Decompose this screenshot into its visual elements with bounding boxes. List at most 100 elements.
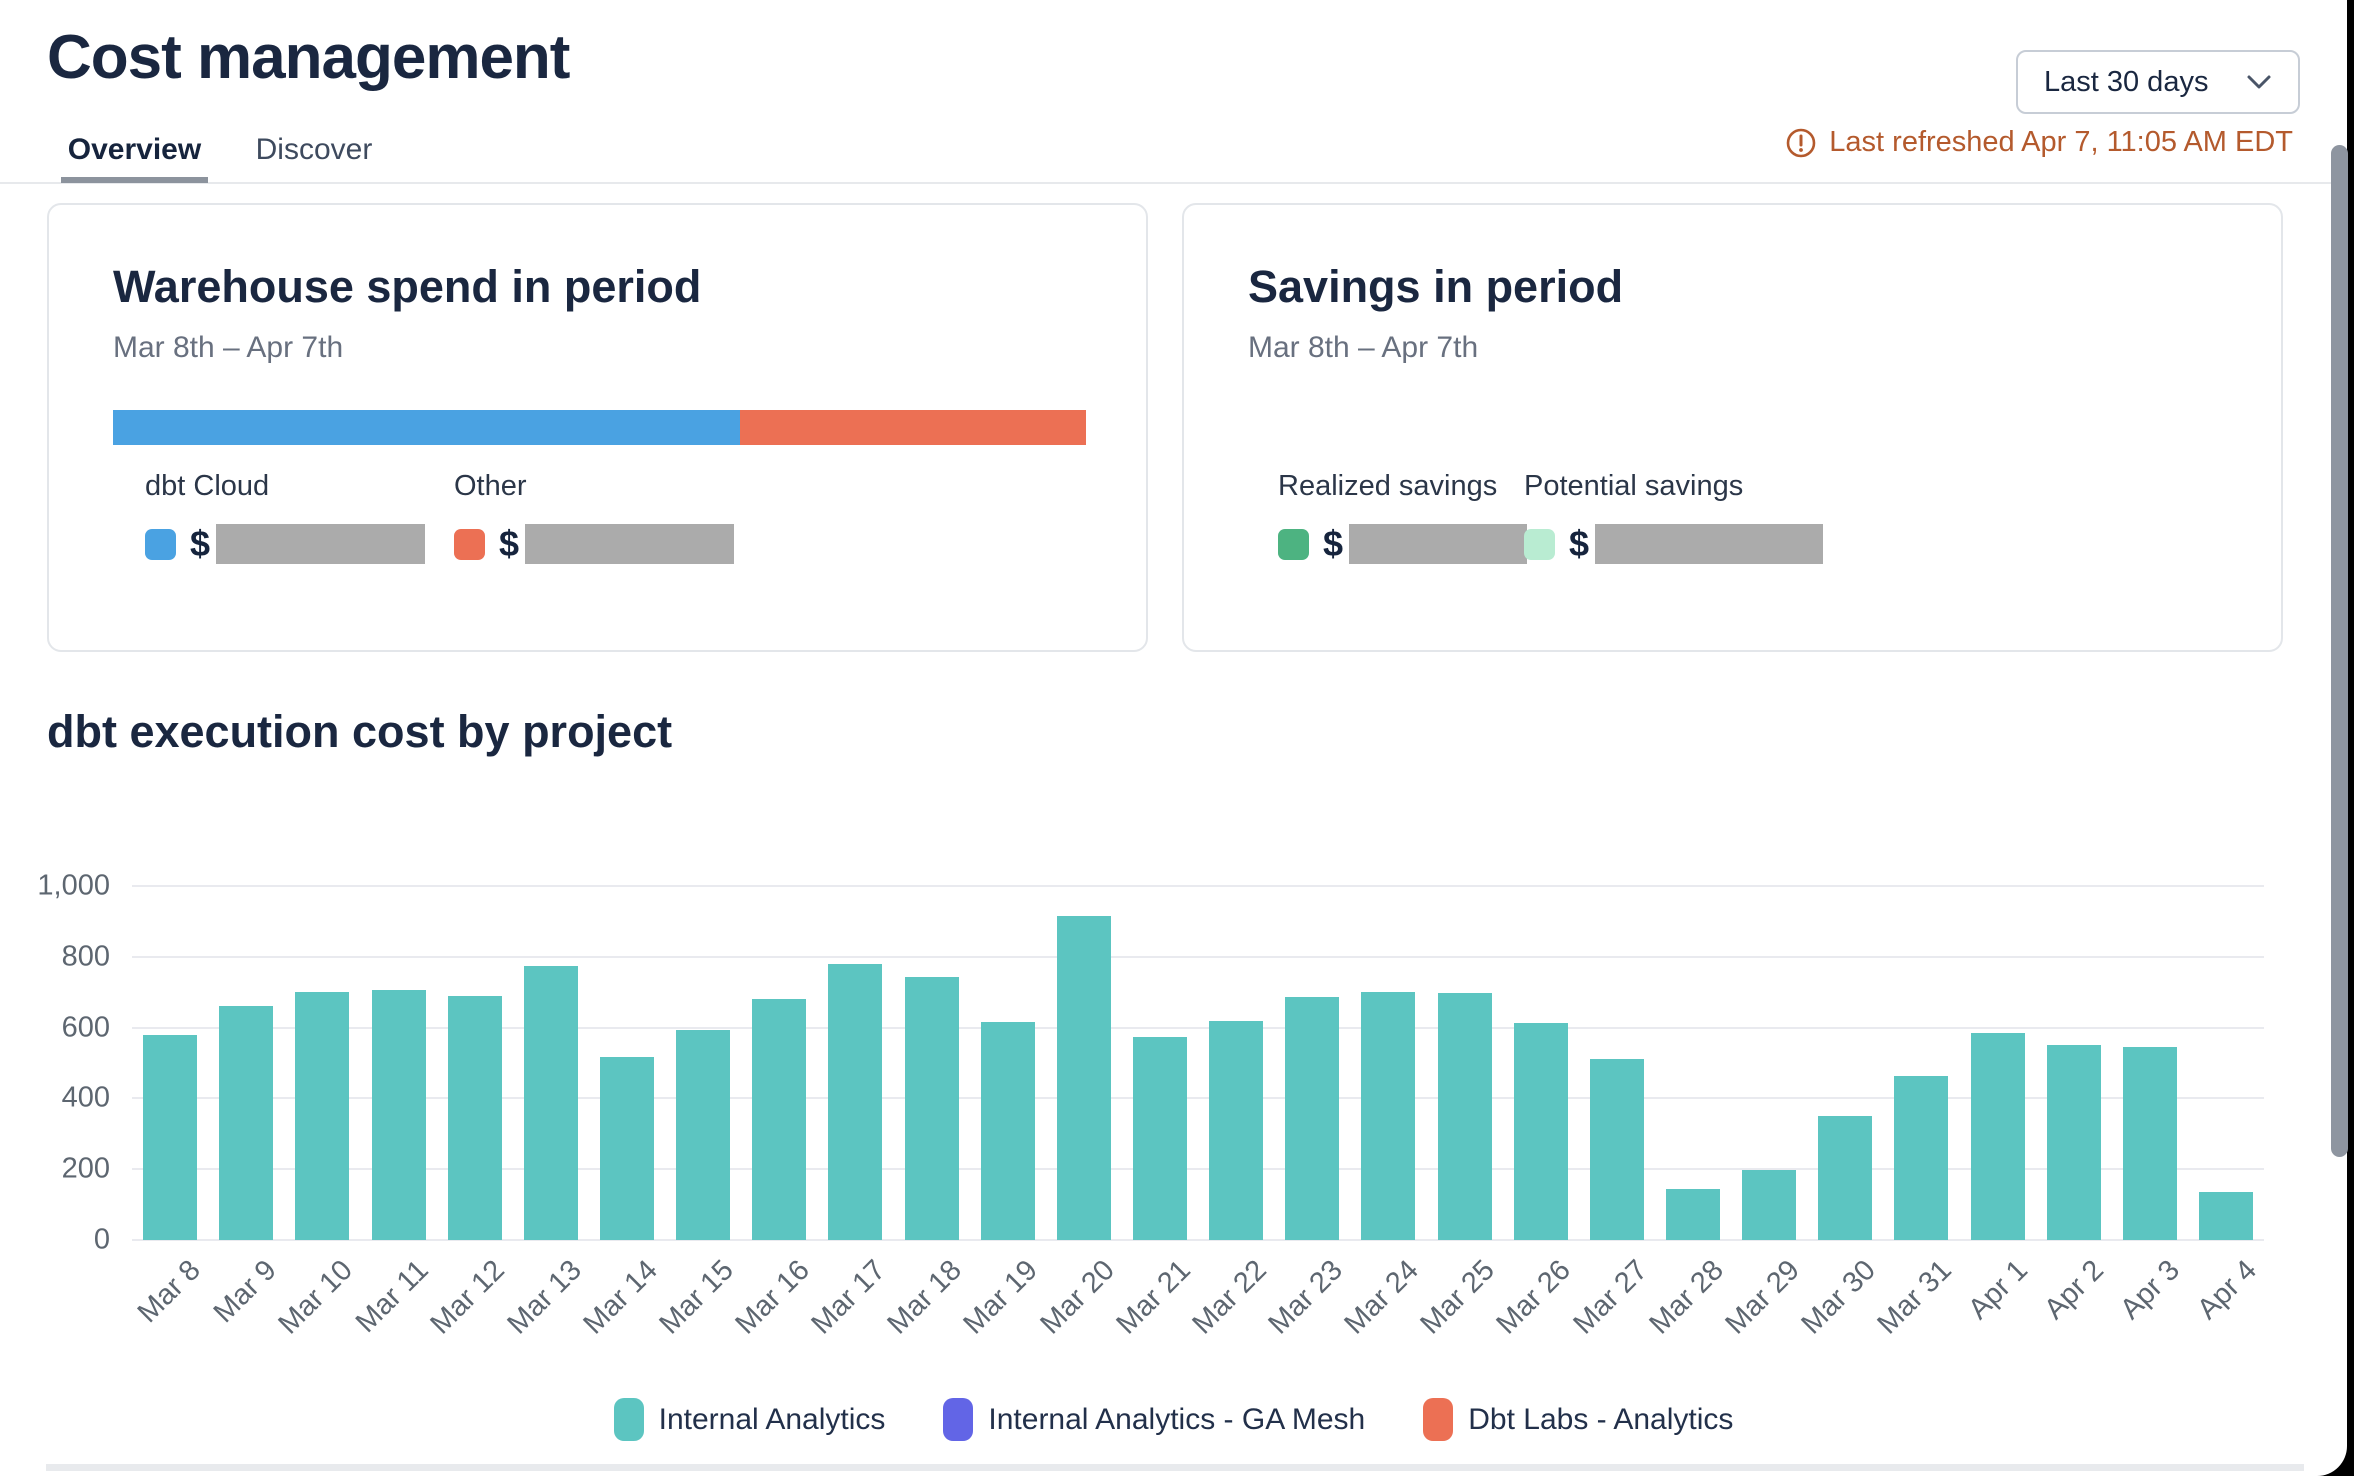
tab-bar: Overview Discover: [0, 120, 2347, 184]
legend-label: Internal Analytics - GA Mesh: [988, 1402, 1366, 1436]
bar-Mar 17[interactable]: [828, 963, 883, 1240]
x-tick-label: Mar 24: [1338, 1254, 1425, 1341]
x-tick-label: Mar 30: [1795, 1254, 1882, 1341]
bar-Mar 26[interactable]: [1513, 1023, 1568, 1240]
warehouse-spend-card: Warehouse spend in period Mar 8th – Apr …: [47, 203, 1148, 652]
x-tick-label: Mar 22: [1186, 1254, 1273, 1341]
chart-legend: Internal Analytics Internal Analytics - G…: [0, 1398, 2347, 1441]
bar-Mar 31[interactable]: [1894, 1076, 1949, 1240]
bar-Mar 10[interactable]: [295, 992, 350, 1240]
date-range-value: Last 30 days: [2044, 65, 2209, 98]
x-tick-label: Mar 18: [881, 1254, 969, 1341]
bar-Mar 8[interactable]: [143, 1034, 198, 1240]
page-title: Cost management: [47, 23, 570, 92]
alert-circle-icon: [1786, 128, 1816, 157]
money-item-label: Potential savings: [1524, 470, 1744, 502]
x-tick-label: Mar 13: [500, 1254, 588, 1341]
x-tick-label: Apr 3: [2114, 1254, 2187, 1326]
card-date-range: Mar 8th – Apr 7th: [113, 331, 344, 364]
bar-Mar 30[interactable]: [1818, 1116, 1873, 1240]
bar-Mar 16[interactable]: [752, 999, 807, 1240]
bar-Mar 18[interactable]: [904, 976, 959, 1240]
x-tick-label: Mar 20: [1033, 1254, 1121, 1341]
chart-legend-item[interactable]: Internal Analytics - GA Mesh: [943, 1398, 1365, 1441]
money-item: dbt Cloud $: [145, 470, 426, 565]
chart-legend-item[interactable]: Dbt Labs - Analytics: [1423, 1398, 1733, 1441]
x-tick-label: Apr 1: [1962, 1254, 2035, 1326]
chart-title: dbt execution cost by project: [47, 706, 673, 757]
bar-Mar 21[interactable]: [1132, 1037, 1187, 1240]
stacked-segment[interactable]: [739, 410, 1086, 445]
plot-area: [132, 885, 2264, 1241]
bar-Mar 20[interactable]: [1056, 916, 1111, 1240]
x-tick-label: Mar 21: [1110, 1254, 1197, 1341]
bar-Mar 23[interactable]: [1285, 997, 1340, 1240]
bar-Mar 14[interactable]: [599, 1056, 654, 1240]
bar-Mar 13[interactable]: [523, 965, 578, 1240]
legend-swatch: [943, 1398, 974, 1441]
gridline: [132, 955, 2264, 958]
x-tick-label: Mar 11: [350, 1254, 436, 1339]
x-tick-label: Mar 25: [1414, 1254, 1502, 1341]
horizontal-scrollbar-track[interactable]: [46, 1464, 2304, 1471]
bar-Mar 15[interactable]: [676, 1030, 731, 1240]
bar-Mar 9[interactable]: [219, 1006, 274, 1240]
money-item-label: dbt Cloud: [145, 470, 270, 502]
legend-swatch: [1524, 528, 1555, 560]
spend-stacked-bar[interactable]: [113, 410, 1086, 445]
x-tick-label: Mar 8: [131, 1254, 207, 1330]
chart-legend-item[interactable]: Internal Analytics: [613, 1398, 886, 1441]
bar-Mar 24[interactable]: [1361, 992, 1416, 1240]
bar-Apr 4[interactable]: [2198, 1191, 2253, 1240]
y-tick-label: 600: [61, 1011, 110, 1044]
x-tick-label: Mar 31: [1871, 1254, 1958, 1341]
bar-Apr 3[interactable]: [2122, 1047, 2177, 1240]
card-title: Savings in period: [1248, 261, 1624, 312]
bar-Mar 28[interactable]: [1665, 1188, 1720, 1240]
vertical-scrollbar-thumb[interactable]: [2331, 145, 2348, 1157]
x-tick-label: Mar 12: [424, 1254, 512, 1341]
money-item: Realized savings $: [1278, 470, 1528, 565]
bar-Mar 27[interactable]: [1589, 1059, 1644, 1240]
legend-swatch: [454, 528, 485, 560]
bar-Mar 11[interactable]: [371, 990, 426, 1240]
legend-label: Dbt Labs - Analytics: [1468, 1402, 1734, 1436]
x-tick-label: Mar 9: [207, 1254, 283, 1330]
x-tick-label: Mar 26: [1490, 1254, 1578, 1341]
tab-discover[interactable]: Discover: [255, 133, 373, 166]
bar-Mar 29[interactable]: [1742, 1170, 1797, 1240]
x-tick-label: Mar 23: [1262, 1254, 1349, 1341]
currency-symbol: $: [1569, 523, 1590, 564]
bar-Mar 25[interactable]: [1437, 992, 1492, 1240]
currency-symbol: $: [499, 523, 520, 564]
chevron-down-icon: [2247, 75, 2271, 89]
y-tick-label: 1,000: [37, 869, 110, 902]
money-item: Potential savings $: [1524, 470, 1824, 565]
currency-symbol: $: [190, 523, 211, 564]
legend-swatch: [145, 528, 176, 560]
bar-Apr 2[interactable]: [2046, 1044, 2101, 1240]
redacted-value: [216, 524, 426, 564]
tab-overview[interactable]: Overview: [61, 120, 208, 183]
bar-Mar 12[interactable]: [447, 995, 502, 1240]
x-tick-label: Mar 14: [577, 1254, 664, 1341]
last-refreshed-status: Last refreshed Apr 7, 11:05 AM EDT: [1785, 126, 2293, 159]
x-tick-label: Apr 2: [2038, 1254, 2111, 1326]
x-tick-label: Mar 16: [729, 1254, 816, 1341]
stacked-segment[interactable]: [113, 410, 740, 445]
y-tick-label: 0: [93, 1223, 110, 1256]
money-item-label: Other: [454, 470, 527, 502]
legend-label: Internal Analytics: [658, 1402, 886, 1436]
legend-swatch: [613, 1398, 644, 1441]
last-refreshed-text: Last refreshed Apr 7, 11:05 AM EDT: [1829, 126, 2293, 158]
savings-card: Savings in period Mar 8th – Apr 7th Real…: [1182, 203, 2283, 652]
bar-Apr 1[interactable]: [1970, 1032, 2025, 1240]
bar-Mar 19[interactable]: [980, 1022, 1035, 1240]
card-date-range: Mar 8th – Apr 7th: [1248, 331, 1479, 364]
money-item-label: Realized savings: [1278, 470, 1498, 502]
date-range-dropdown[interactable]: Last 30 days: [2016, 50, 2300, 114]
money-item: Other $: [454, 470, 735, 565]
bar-Mar 22[interactable]: [1209, 1020, 1264, 1240]
x-tick-label: Mar 27: [1566, 1254, 1654, 1341]
